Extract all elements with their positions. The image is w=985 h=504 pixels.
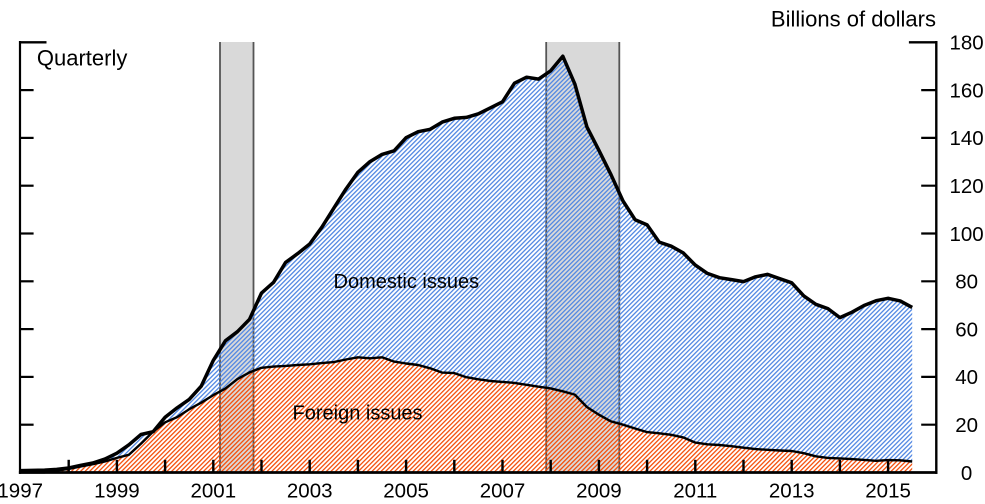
svg-text:180: 180 <box>949 32 983 55</box>
svg-text:2013: 2013 <box>769 479 815 499</box>
svg-text:Domestic issues: Domestic issues <box>334 271 480 293</box>
svg-text:2003: 2003 <box>287 479 333 499</box>
svg-text:160: 160 <box>949 79 983 102</box>
svg-text:140: 140 <box>949 127 983 150</box>
svg-text:2009: 2009 <box>576 479 622 499</box>
svg-text:2007: 2007 <box>480 479 526 499</box>
svg-text:100: 100 <box>949 223 983 246</box>
svg-text:2015: 2015 <box>865 479 911 499</box>
svg-text:1999: 1999 <box>94 479 140 499</box>
svg-text:40: 40 <box>955 366 978 389</box>
svg-text:60: 60 <box>955 318 978 341</box>
svg-text:120: 120 <box>949 175 983 198</box>
svg-text:0: 0 <box>961 462 972 485</box>
svg-text:2001: 2001 <box>190 479 236 499</box>
svg-text:Billions of dollars: Billions of dollars <box>771 7 936 32</box>
svg-text:20: 20 <box>955 414 978 437</box>
svg-text:1997: 1997 <box>0 479 43 499</box>
svg-text:2005: 2005 <box>383 479 429 499</box>
svg-text:80: 80 <box>955 271 978 294</box>
svg-text:2011: 2011 <box>673 479 717 499</box>
svg-text:Quarterly: Quarterly <box>37 46 127 71</box>
svg-text:Foreign issues: Foreign issues <box>293 402 423 424</box>
